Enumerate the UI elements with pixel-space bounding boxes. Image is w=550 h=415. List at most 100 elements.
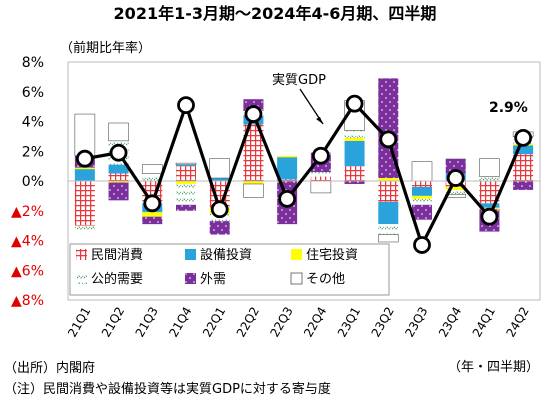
- bar-segment-other: [108, 122, 129, 142]
- bar-segment-capex: [344, 140, 365, 167]
- gdp-point: [413, 236, 431, 254]
- gdp-point: [177, 96, 195, 115]
- gdp-point: [210, 200, 229, 219]
- bar-segment-public: [142, 173, 163, 181]
- y-tick-label: ▲6%: [11, 263, 44, 279]
- source-note: （出所）内閣府: [4, 360, 95, 376]
- bar-segment-other: [74, 113, 96, 157]
- bar-segment-capex: [378, 201, 399, 225]
- x-axis-ticks: 21Q1 21Q2 21Q3 21Q4 22Q1 22Q2 22Q3 22Q4 23Q1 23Q2…: [65, 305, 532, 340]
- y-axis-label: （前期比年率）: [60, 40, 151, 56]
- bar-segment-other: [209, 158, 231, 179]
- legend-box: [69, 243, 390, 296]
- bar-segment-housing: [176, 181, 196, 184]
- gdp-point: [278, 189, 297, 208]
- bar-segment-consumption: [243, 124, 264, 181]
- bar-segment-consumption: [412, 181, 432, 187]
- y-tick-label: 0%: [22, 174, 44, 190]
- bar-segment-housing: [108, 181, 129, 183]
- bar-segment-housing: [378, 178, 399, 181]
- x-tick-label: 22Q1: [200, 305, 228, 340]
- legend-label-external: 外需: [200, 272, 226, 287]
- x-tick-label: 21Q3: [133, 305, 161, 340]
- bar-segment-public: [412, 198, 432, 205]
- legend-label-consumption: 民間消費: [91, 248, 143, 263]
- bar-segment-external: [344, 181, 365, 184]
- legend-swatch-capex: [185, 249, 196, 260]
- bar-segment-public: [176, 183, 196, 205]
- bar-segment-housing: [445, 186, 466, 190]
- y-tick-label: 2%: [22, 144, 44, 160]
- bar-segment-external: [108, 182, 129, 201]
- bar-segment-consumption: [310, 176, 331, 181]
- bar-segment-public: [378, 224, 399, 235]
- x-tick-label: 24Q1: [470, 305, 498, 340]
- legend-swatch-public: [76, 273, 87, 284]
- footnote: （注）民間消費や設備投資等は実質GDPに対する寄与度: [4, 381, 331, 397]
- legend-label-capex: 設備投資: [200, 247, 252, 263]
- bar-segment-consumption: [479, 181, 500, 204]
- bar-segment-housing: [277, 155, 298, 158]
- bar-segment-capex: [108, 164, 129, 174]
- bar-segment-housing: [412, 195, 432, 199]
- x-axis-label: （年・四半期）: [448, 360, 539, 375]
- x-tick-label: 23Q3: [402, 305, 430, 340]
- y-axis-ticks: 8% 6% 4% 2% 0% ▲2% ▲4% ▲6% ▲8%: [11, 55, 44, 309]
- y-tick-label: 6%: [22, 85, 44, 101]
- gdp-point: [446, 169, 465, 187]
- gdp-point: [345, 94, 364, 113]
- bar-segment-capex: [479, 203, 500, 208]
- annotations: 実質GDP 2.9%: [272, 72, 528, 125]
- gdp-series-line: [84, 102, 525, 247]
- bar-segment-public: [479, 176, 500, 181]
- bar-segment-public: [344, 130, 365, 138]
- x-tick-label: 21Q2: [99, 305, 127, 340]
- x-tick-label: 22Q3: [267, 305, 295, 340]
- gdp-last-value-label: 2.9%: [489, 100, 528, 116]
- bar-segment-capex: [513, 145, 534, 155]
- bar-segment-housing: [243, 181, 264, 184]
- bar-segment-public: [74, 225, 95, 234]
- gdp-point: [311, 146, 330, 165]
- bar-segment-housing: [74, 167, 95, 170]
- bar-segment-capex: [74, 169, 95, 181]
- bar-segment-consumption: [176, 166, 196, 181]
- bar-segment-housing: [344, 137, 365, 141]
- bar-segment-consumption: [277, 179, 298, 181]
- y-tick-label: ▲2%: [11, 204, 44, 220]
- bar-segment-external: [513, 181, 534, 190]
- gdp-point: [514, 128, 533, 147]
- bar-segment-consumption: [108, 173, 129, 181]
- bar-segment-other: [479, 158, 500, 177]
- x-tick-label: 21Q1: [65, 305, 93, 340]
- legend-swatch-other: [290, 272, 303, 285]
- x-tick-label: 22Q4: [301, 305, 329, 340]
- bar-segment-public: [310, 172, 331, 177]
- bar-segment-other: [377, 234, 399, 243]
- bar-segment-external: [243, 99, 264, 112]
- legend-swatch-housing: [291, 249, 302, 260]
- bar-segment-consumption: [209, 181, 230, 208]
- bar-segment-capex: [209, 178, 230, 181]
- bar-segment-external: [142, 216, 163, 225]
- gdp-point: [480, 207, 499, 226]
- bar-segment-external: [176, 204, 196, 211]
- legend-swatch-consumption: [76, 249, 87, 260]
- legend-label-public: 公的需要: [91, 271, 143, 287]
- bar-segment-housing: [142, 212, 163, 217]
- bar-segment-capex: [277, 157, 298, 180]
- gdp-line: [75, 94, 533, 254]
- gdp-annotation-label: 実質GDP: [272, 72, 326, 88]
- y-tick-label: ▲8%: [11, 293, 44, 309]
- y-tick-label: 4%: [22, 115, 44, 131]
- bar-segment-external: [445, 158, 466, 174]
- gdp-point: [244, 105, 263, 123]
- chart-title: 2021年1-3月期～2024年4-6月期、四半期: [114, 4, 437, 23]
- x-tick-label: 21Q4: [166, 305, 194, 340]
- bar-segment-consumption: [74, 181, 95, 226]
- bar-segment-other: [411, 161, 433, 182]
- x-tick-label: 23Q4: [436, 305, 464, 340]
- bar-segment-other: [243, 183, 264, 198]
